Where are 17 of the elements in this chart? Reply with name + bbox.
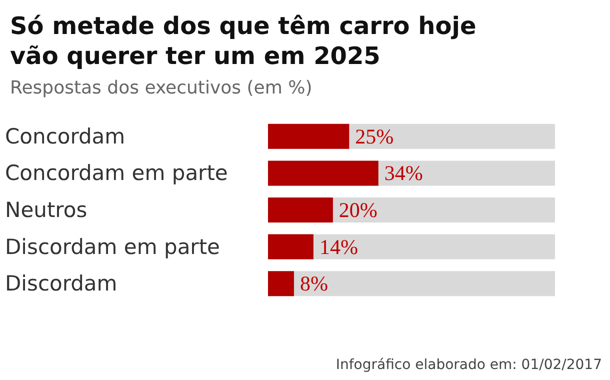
y-tick-label: Neutros <box>5 198 88 222</box>
y-tick-label: Concordam em parte <box>5 161 228 186</box>
bar <box>268 271 294 296</box>
y-tick-label: Discordam em parte <box>5 234 220 259</box>
data-label: 14% <box>319 234 358 259</box>
y-tick-label: Discordam <box>5 272 118 296</box>
bar <box>268 234 314 260</box>
chart-title: Só metade dos que têm carro hoje vão querer ter um em 2025 <box>10 12 485 70</box>
chart-subtitle: Respostas dos executivos (em %) <box>10 78 312 98</box>
bar <box>268 198 333 222</box>
data-label: 34% <box>384 161 423 186</box>
data-label: 20% <box>338 198 378 222</box>
bar <box>268 124 350 149</box>
data-label: 8% <box>300 272 328 296</box>
data-label: 25% <box>355 124 394 148</box>
y-tick-label: Concordam <box>5 124 126 148</box>
text: Infográfico elaborado em: 01/02/2017 <box>336 357 602 373</box>
